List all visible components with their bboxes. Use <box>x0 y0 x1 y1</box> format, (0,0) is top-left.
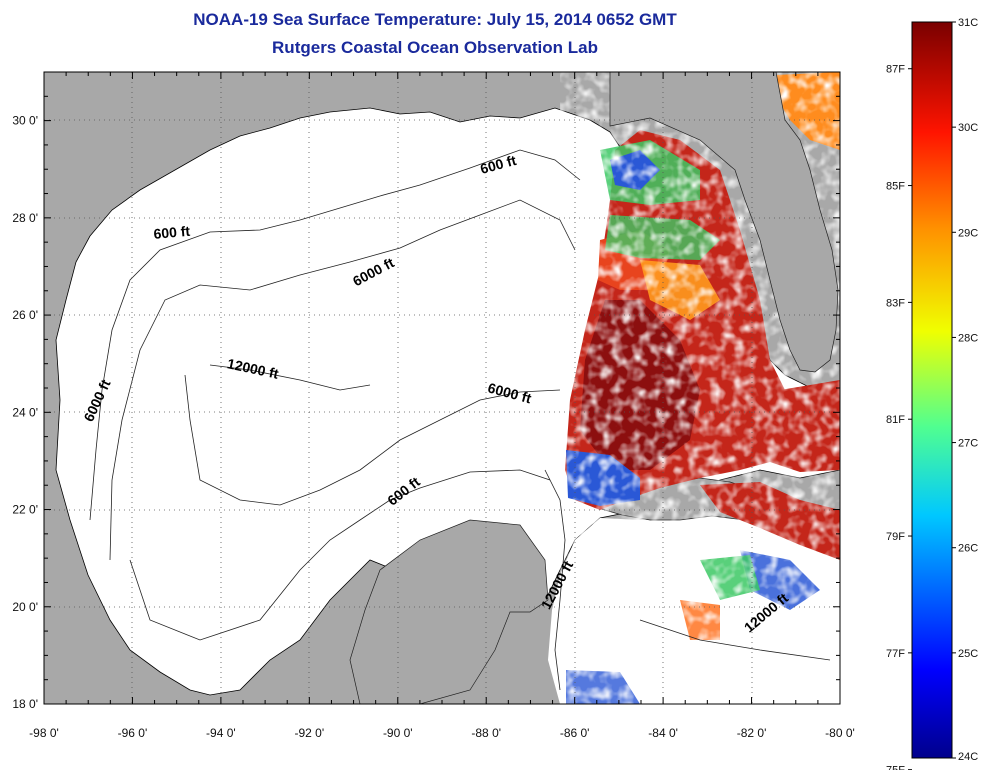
colorbar-fahrenheit-labels: 87F 85F 83F 81F 79F 77F 75F <box>886 64 912 770</box>
lon-tick-label: -92 0' <box>295 726 325 740</box>
lon-tick-label: -88 0' <box>471 726 501 740</box>
fahrenheit-label: 87F <box>886 64 905 76</box>
celsius-label: 25C <box>958 648 978 660</box>
lon-tick-label: -84 0' <box>648 726 678 740</box>
fahrenheit-label: 85F <box>886 181 905 193</box>
lon-tick-label: -96 0' <box>118 726 148 740</box>
colorbar <box>911 21 953 759</box>
latitude-labels: 18 0' 20 0' 22 0' 24 0' 26 0' 28 0' 30 0' <box>12 114 38 711</box>
graticule <box>44 72 840 704</box>
colorbar-celsius-labels: 31C 30C 29C 28C 27C 26C 25C 24C <box>952 17 978 763</box>
lat-tick-label: 22 0' <box>12 503 38 517</box>
lon-tick-label: -98 0' <box>29 726 59 740</box>
fahrenheit-label: 77F <box>886 648 905 660</box>
celsius-label: 27C <box>958 438 978 450</box>
lat-tick-label: 30 0' <box>12 114 38 128</box>
lon-tick-label: -80 0' <box>825 726 855 740</box>
celsius-label: 30C <box>958 122 978 134</box>
celsius-label: 28C <box>958 332 978 344</box>
map-subtitle: Rutgers Coastal Ocean Observation Lab <box>272 38 598 57</box>
yucatan-land <box>349 519 549 704</box>
fahrenheit-label: 83F <box>886 297 905 309</box>
lat-tick-label: 26 0' <box>12 308 38 322</box>
lon-tick-label: -94 0' <box>206 726 236 740</box>
bathymetry-contours <box>89 149 831 691</box>
lat-tick-label: 20 0' <box>12 600 38 614</box>
fahrenheit-label: 75F <box>886 765 905 770</box>
fahrenheit-label: 79F <box>886 531 905 543</box>
lon-tick-label: -82 0' <box>737 726 767 740</box>
contour-label: 600 ft <box>153 223 191 242</box>
celsius-label: 24C <box>958 751 978 763</box>
lat-tick-label: 28 0' <box>12 211 38 225</box>
celsius-label: 31C <box>958 17 978 29</box>
lat-tick-label: 24 0' <box>12 405 38 419</box>
lon-tick-label: -86 0' <box>560 726 590 740</box>
map-title: NOAA-19 Sea Surface Temperature: July 15… <box>193 10 677 29</box>
lat-tick-label: 18 0' <box>12 697 38 711</box>
celsius-label: 26C <box>958 543 978 555</box>
celsius-label: 29C <box>958 227 978 239</box>
florida-land <box>609 72 839 373</box>
axis-ticks <box>43 71 841 705</box>
lon-tick-label: -90 0' <box>383 726 413 740</box>
longitude-labels: -98 0' -96 0' -94 0' -92 0' -90 0' -88 0' -86 … <box>29 726 855 740</box>
fahrenheit-label: 81F <box>886 414 905 426</box>
